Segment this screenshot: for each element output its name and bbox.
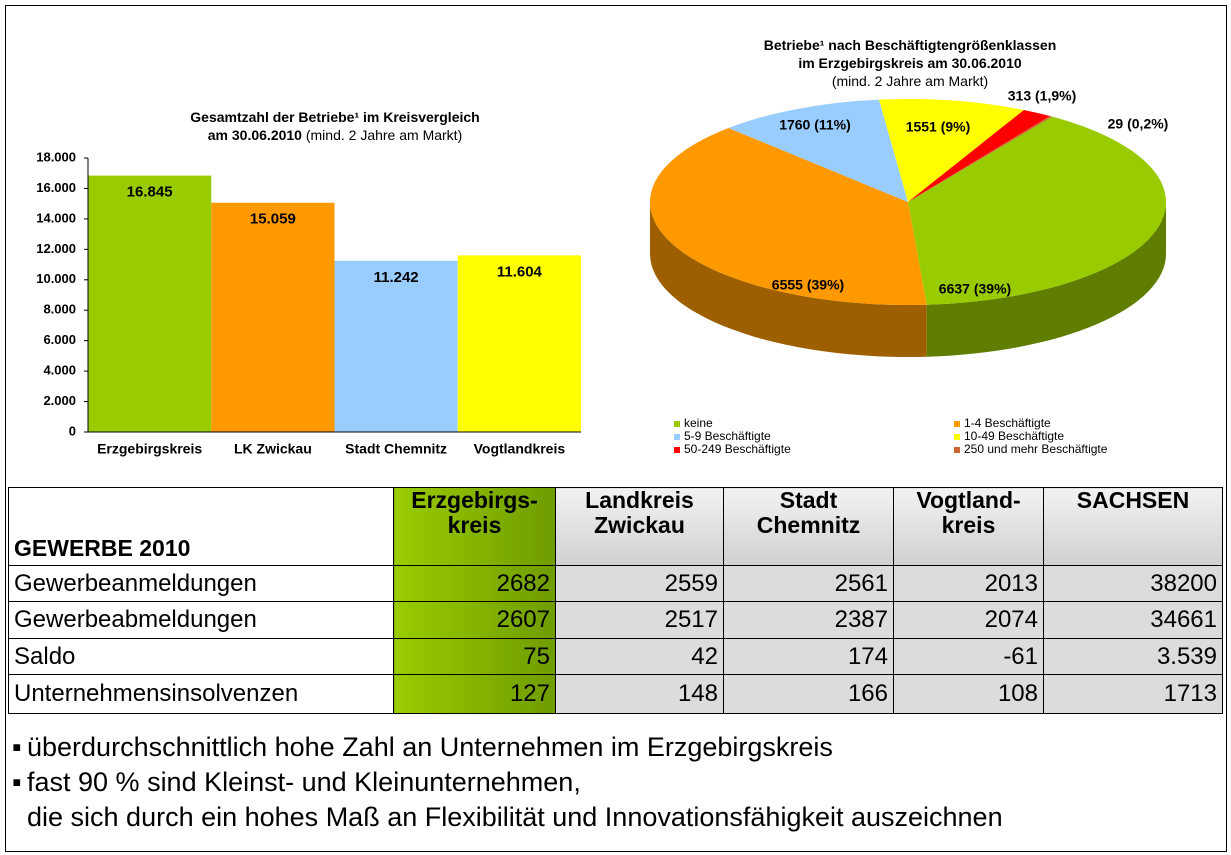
- table-cell: Gewerbeabmeldungen: [8, 601, 394, 639]
- header-row: GEWERBE 2010 Erzgebirgs- kreis Landkreis Z…: [8, 487, 1223, 566]
- pie-slice: [878, 99, 1024, 202]
- table-cell: 2517: [555, 601, 724, 639]
- table-cell: 38200: [1043, 565, 1223, 602]
- x-tick-label: LK Zwickau: [234, 441, 312, 457]
- frame: [5, 5, 1227, 852]
- pie-slice: [908, 109, 1050, 202]
- pie-slice: [728, 99, 908, 202]
- charts: 16.845 Erzgebirgskreis 15.059 LK Zwickau 11.…: [36, 88, 1169, 457]
- table-cell: 42: [555, 638, 724, 675]
- header-cell: GEWERBE 2010: [8, 487, 394, 566]
- table-row: Gewerbeabmeldungen 2607 2517 2387 2074 34661: [8, 601, 1223, 639]
- legend-swatch: [954, 447, 960, 453]
- data-label: 11.604: [497, 263, 543, 280]
- table-cell: Gewerbeanmeldungen: [8, 565, 394, 602]
- legend-swatch: [674, 447, 680, 453]
- y-tick-label: 6.000: [43, 332, 76, 347]
- pie-slice: [908, 115, 1053, 202]
- y-tick-label: 14.000: [36, 210, 76, 225]
- bullets: überdurchschnittlich hohe Zahl an Untern…: [12, 730, 1003, 835]
- legend-label: keine: [684, 416, 713, 430]
- table-cell: 34661: [1043, 601, 1223, 639]
- legend-label: 1-4 Beschäftigte: [964, 416, 1051, 430]
- table-cell: 166: [723, 674, 894, 714]
- bar: [457, 255, 581, 432]
- pie-slice: [650, 127, 927, 306]
- legend-swatch: [674, 421, 680, 427]
- header-cell: Erzgebirgs- kreis: [393, 487, 556, 566]
- data-label: 15.059: [250, 211, 296, 228]
- bar: [211, 202, 335, 432]
- table-cell: 108: [893, 674, 1044, 714]
- table-cell: 174: [723, 638, 894, 675]
- data-label: 29 (0,2%): [1108, 116, 1169, 132]
- table-cell: Unternehmensinsolvenzen: [8, 674, 394, 714]
- bar: [88, 175, 212, 432]
- table-cell: 1713: [1043, 674, 1223, 714]
- legend-swatch: [954, 421, 960, 427]
- pie-sides: [650, 202, 1166, 357]
- x-tick-label: Stadt Chemnitz: [345, 441, 447, 457]
- table-cell: 2013: [893, 565, 1044, 602]
- bullet: überdurchschnittlich hohe Zahl an Untern…: [12, 730, 1003, 765]
- y-tick-label: 4.000: [43, 363, 76, 378]
- pie-side: [926, 202, 1166, 357]
- table-row: Gewerbeanmeldungen 2682 2559 2561 2013 38200: [8, 565, 1223, 602]
- bullet: fast 90 % sind Kleinst- und Kleinunterne…: [12, 765, 1003, 835]
- legend-label: 5-9 Beschäftigte: [684, 429, 771, 443]
- table-cell: -61: [893, 638, 1044, 675]
- subtitle: (mind. 2 Jahre am Markt): [831, 73, 989, 89]
- table-cell: 2074: [893, 601, 1044, 639]
- data-label: 1760 (11%): [779, 117, 851, 133]
- data-label: 313 (1,9%): [1008, 88, 1076, 104]
- table-row: Unternehmensinsolvenzen 127 148 166 108 1713: [8, 674, 1223, 714]
- title: Gesamtzahl der Betriebe¹ im Kreisverglei…: [190, 109, 480, 143]
- header-cell: Stadt Chemnitz: [723, 487, 894, 566]
- data-label: 6555 (39%): [772, 277, 844, 293]
- pie-slice: [908, 116, 1166, 305]
- subtitle: (mind. 2 Jahre am Markt): [305, 127, 463, 143]
- header-cell: SACHSEN: [1043, 487, 1223, 566]
- pie-chart-title: Betriebe¹ nach Beschäftigtengrößenklasse…: [660, 36, 1160, 90]
- table-row: Saldo 75 42 174 -61 3.539: [8, 638, 1223, 675]
- y-tick-label: 2.000: [43, 393, 76, 408]
- table: GEWERBE 2010 Erzgebirgs- kreis Landkreis Z…: [8, 487, 1223, 714]
- table-cell: 127: [393, 674, 556, 714]
- y-tick-label: 16.000: [36, 180, 76, 195]
- data-label: 6637 (39%): [939, 281, 1011, 297]
- legend-swatch: [954, 434, 960, 440]
- data-label: 1551 (9%): [906, 119, 971, 135]
- table-cell: 2682: [393, 565, 556, 602]
- legend-label: 50-249 Beschäftigte: [684, 442, 791, 456]
- table-cell: 2561: [723, 565, 894, 602]
- table-cell: 2559: [555, 565, 724, 602]
- table-cell: 75: [393, 638, 556, 675]
- bar: [334, 260, 458, 432]
- y-tick-label: 18.000: [36, 149, 76, 164]
- y-tick-label: 10.000: [36, 271, 76, 286]
- table-cell: 148: [555, 674, 724, 714]
- header-cell: Landkreis Zwickau: [555, 487, 724, 566]
- data-label: 11.242: [374, 269, 419, 286]
- pie-side: [650, 202, 927, 357]
- legend-swatch: [674, 434, 680, 440]
- title: Betriebe¹ nach Beschäftigtengrößenklasse…: [763, 37, 1057, 71]
- table-cell: 3.539: [1043, 638, 1223, 675]
- y-tick-label: 0: [69, 423, 76, 438]
- header-cell: Vogtland- kreis: [893, 487, 1044, 566]
- legend-label: 250 und mehr Beschäftigte: [964, 442, 1108, 456]
- table-cell: Saldo: [8, 638, 394, 675]
- legend-label: 10-49 Beschäftigte: [964, 429, 1064, 443]
- x-tick-label: Erzgebirgskreis: [97, 441, 202, 457]
- table-cell: 2607: [393, 601, 556, 639]
- data-label: 16.845: [127, 184, 173, 201]
- table-cell: 2387: [723, 601, 894, 639]
- y-tick-label: 8.000: [43, 302, 76, 317]
- y-tick-label: 12.000: [36, 241, 76, 256]
- bar-chart-title: Gesamtzahl der Betriebe¹ im Kreisverglei…: [100, 108, 570, 144]
- x-tick-label: Vogtlandkreis: [474, 441, 566, 457]
